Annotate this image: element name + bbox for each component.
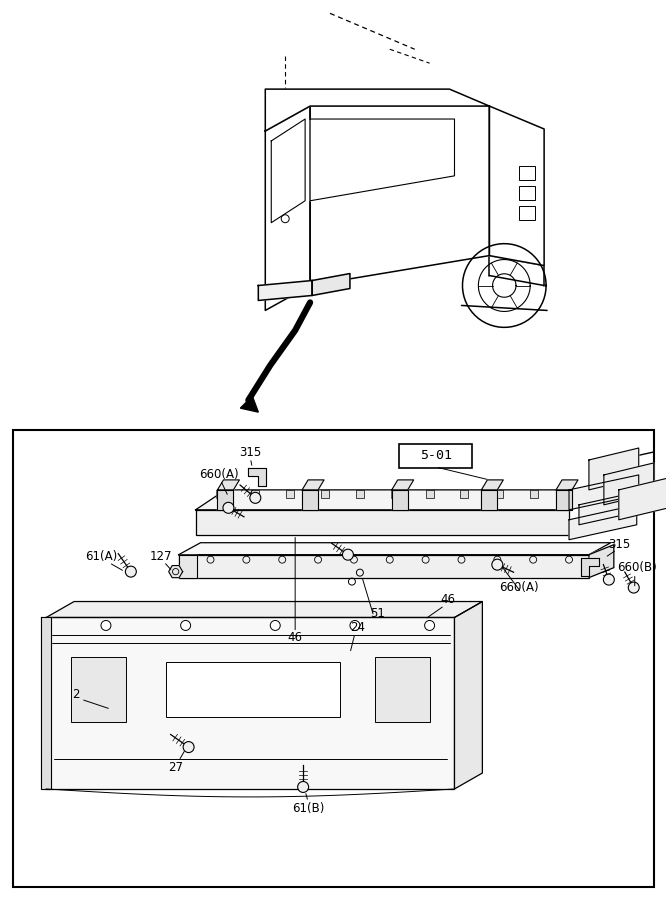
Polygon shape [589, 544, 614, 578]
Polygon shape [392, 480, 414, 490]
Polygon shape [179, 554, 197, 578]
Circle shape [181, 620, 191, 630]
Circle shape [492, 559, 503, 570]
Text: 27: 27 [168, 760, 183, 773]
Text: 660(A): 660(A) [199, 468, 238, 482]
Bar [391, 490, 399, 498]
Polygon shape [579, 490, 647, 525]
Polygon shape [604, 463, 654, 505]
Polygon shape [569, 505, 637, 540]
Circle shape [604, 574, 614, 585]
Polygon shape [310, 106, 490, 285]
Polygon shape [619, 478, 667, 520]
Circle shape [270, 620, 280, 630]
Text: 46: 46 [440, 593, 455, 606]
Polygon shape [271, 119, 305, 222]
Bar [356, 490, 364, 498]
Polygon shape [46, 601, 482, 617]
Polygon shape [302, 480, 324, 490]
Polygon shape [217, 490, 233, 509]
Bar [519, 206, 535, 220]
Polygon shape [217, 480, 239, 490]
Bar [426, 490, 434, 498]
Bar [519, 166, 535, 180]
Circle shape [628, 582, 639, 593]
Polygon shape [195, 509, 569, 535]
Circle shape [250, 492, 261, 503]
Bar [71, 657, 126, 722]
Polygon shape [556, 490, 572, 509]
Circle shape [125, 566, 136, 577]
Polygon shape [46, 617, 454, 789]
Text: 315: 315 [239, 446, 261, 460]
Bar [286, 490, 294, 498]
Polygon shape [265, 89, 490, 131]
Bar [321, 490, 329, 498]
Text: 51: 51 [370, 607, 386, 620]
Polygon shape [169, 565, 183, 578]
Polygon shape [258, 281, 312, 301]
Text: 24: 24 [350, 621, 366, 634]
Polygon shape [482, 480, 504, 490]
Circle shape [183, 742, 194, 752]
Circle shape [425, 620, 435, 630]
Text: 46: 46 [287, 631, 303, 644]
Bar [13, 430, 654, 886]
Circle shape [342, 549, 354, 560]
Bar [496, 490, 504, 498]
Polygon shape [454, 601, 482, 789]
Bar [530, 490, 538, 498]
Polygon shape [302, 490, 318, 509]
Bar [460, 490, 468, 498]
FancyBboxPatch shape [399, 444, 472, 468]
Bar [217, 490, 225, 498]
Text: 127: 127 [149, 550, 172, 563]
Polygon shape [195, 490, 599, 509]
Text: 660(A): 660(A) [500, 581, 539, 594]
Polygon shape [312, 274, 350, 295]
Polygon shape [179, 543, 611, 554]
Polygon shape [482, 490, 498, 509]
Text: 2: 2 [72, 688, 80, 701]
Circle shape [223, 502, 234, 513]
Bar [251, 490, 259, 498]
Polygon shape [41, 617, 51, 789]
Text: 5-01: 5-01 [420, 449, 452, 463]
Text: 315: 315 [608, 538, 630, 551]
Text: 61(B): 61(B) [292, 803, 324, 815]
Polygon shape [589, 448, 639, 490]
Circle shape [350, 620, 360, 630]
Polygon shape [179, 554, 589, 578]
Text: 61(A): 61(A) [85, 550, 117, 563]
Polygon shape [310, 119, 454, 201]
Polygon shape [569, 475, 639, 509]
Circle shape [101, 620, 111, 630]
Polygon shape [490, 106, 544, 266]
Polygon shape [392, 490, 408, 509]
Bar [165, 662, 340, 717]
Polygon shape [248, 468, 266, 486]
Polygon shape [581, 558, 599, 576]
Polygon shape [240, 396, 258, 412]
Circle shape [297, 781, 309, 792]
Polygon shape [556, 480, 578, 490]
Polygon shape [265, 106, 310, 310]
Bar [375, 657, 430, 722]
Bar [519, 185, 535, 200]
Text: 660(B): 660(B) [617, 561, 656, 574]
